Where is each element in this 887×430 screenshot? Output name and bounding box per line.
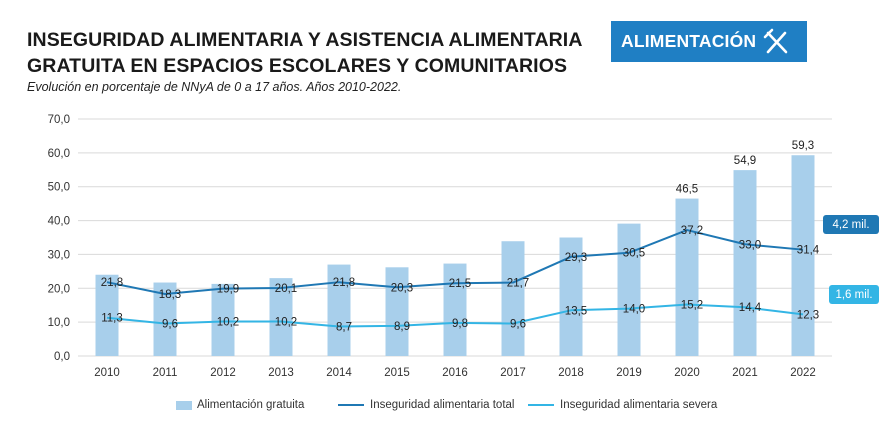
x-tick-label: 2011 xyxy=(153,367,178,379)
total-line-data-label: 21,5 xyxy=(449,278,471,290)
legend-item-bar: Alimentación gratuita xyxy=(176,399,304,411)
x-tick-label: 2021 xyxy=(732,367,758,379)
severe-line-data-label: 10,2 xyxy=(275,316,297,328)
bar xyxy=(617,223,641,356)
x-tick-label: 2017 xyxy=(500,367,526,379)
lines-layer xyxy=(106,229,804,328)
chart-canvas: 46,5 54,9 59,3 21,8 18,3 19,9 20,1 21,8 20,3 21,5… xyxy=(48,114,832,379)
bar xyxy=(791,155,815,356)
severe-line-data-label: 9,6 xyxy=(510,318,526,330)
total-line-data-label: 37,2 xyxy=(681,225,703,237)
severe-line-data-label: 8,7 xyxy=(336,322,352,334)
total-line-data-label: 33,0 xyxy=(739,239,761,251)
y-tick-label: 60,0 xyxy=(48,148,70,160)
severe-line-data-label: 13,5 xyxy=(565,305,587,317)
fork-knife-icon xyxy=(762,27,792,57)
x-tick-label: 2012 xyxy=(210,367,236,379)
legend-swatch-total xyxy=(338,404,364,406)
legend-item-severe: Inseguridad alimentaria severa xyxy=(528,399,717,411)
y-tick-label: 50,0 xyxy=(48,182,70,194)
severe-line-data-label: 9,6 xyxy=(162,318,178,330)
total-line-data-label: 20,1 xyxy=(275,283,297,295)
y-tick-label: 0,0 xyxy=(54,351,70,363)
severe-line-data-label: 14,4 xyxy=(739,302,762,314)
y-tick-label: 10,0 xyxy=(48,317,70,329)
y-tick-label: 30,0 xyxy=(48,249,70,261)
bar-data-label: 46,5 xyxy=(676,184,698,196)
bar xyxy=(385,267,409,356)
bar-data-label: 54,9 xyxy=(734,155,756,167)
total-line-data-label: 18,3 xyxy=(159,289,181,301)
category-badge: ALIMENTACIÓN xyxy=(611,21,807,62)
annotation-total-tag: 4,2 mil. xyxy=(823,215,879,234)
total-line-data-label: 20,3 xyxy=(391,282,413,294)
x-tick-label: 2022 xyxy=(790,367,816,379)
bar xyxy=(733,170,757,356)
total-line-data-label: 31,4 xyxy=(797,245,820,257)
bar xyxy=(95,274,119,356)
severe-line-data-label: 14,0 xyxy=(623,304,645,316)
y-tick-label: 40,0 xyxy=(48,216,70,228)
total-line-data-label: 29,3 xyxy=(565,252,587,264)
badge-label: ALIMENTACIÓN xyxy=(621,31,757,51)
legend-swatch-bar xyxy=(176,400,192,410)
bar xyxy=(269,278,293,356)
severe-line-data-label: 8,9 xyxy=(394,321,410,333)
chart-legend: Alimentación gratuita Inseguridad alimen… xyxy=(0,399,887,417)
x-tick-label: 2013 xyxy=(268,367,294,379)
x-tick-label: 2020 xyxy=(674,367,700,379)
annotation-severe-tag: 1,6 mil. xyxy=(829,285,879,304)
bar-data-label: 59,3 xyxy=(792,140,814,152)
title-line-2: GRATUITA EN ESPACIOS ESCOLARES Y COMUNIT… xyxy=(27,55,568,77)
chart-subtitle: Evolución en porcentaje de NNyA de 0 a 1… xyxy=(27,80,402,94)
x-tick-label: 2010 xyxy=(94,367,120,379)
chart-title: INSEGURIDAD ALIMENTARIA Y ASISTENCIA ALI… xyxy=(27,27,583,79)
severe-line-data-label: 9,8 xyxy=(452,318,468,330)
total-line-data-label: 21,8 xyxy=(333,277,355,289)
title-line-1: INSEGURIDAD ALIMENTARIA Y ASISTENCIA ALI… xyxy=(27,29,583,51)
y-tick-label: 20,0 xyxy=(48,283,70,295)
x-tick-label: 2016 xyxy=(442,367,468,379)
labels-layer: 46,5 54,9 59,3 21,8 18,3 19,9 20,1 21,8 20,3 21,5… xyxy=(101,140,820,333)
bar xyxy=(443,263,467,356)
x-tick-label: 2018 xyxy=(558,367,584,379)
bar xyxy=(153,282,177,356)
total-line-data-label: 30,5 xyxy=(623,248,645,260)
legend-item-total: Inseguridad alimentaria total xyxy=(338,399,514,411)
x-tick-label: 2019 xyxy=(616,367,642,379)
total-line xyxy=(106,229,804,296)
bar xyxy=(211,283,235,356)
severe-line-data-label: 10,2 xyxy=(217,316,239,328)
legend-label-severe: Inseguridad alimentaria severa xyxy=(560,399,718,411)
total-line-data-label: 21,8 xyxy=(101,277,123,289)
severe-line-data-label: 11,3 xyxy=(101,313,123,325)
x-tick-label: 2014 xyxy=(326,367,352,379)
y-tick-label: 70,0 xyxy=(48,114,70,126)
x-tick-label: 2015 xyxy=(384,367,410,379)
bar xyxy=(327,264,351,356)
legend-label-total: Inseguridad alimentaria total xyxy=(370,399,515,411)
severe-line-data-label: 15,2 xyxy=(681,300,703,312)
bar xyxy=(559,237,583,356)
legend-label-bar: Alimentación gratuita xyxy=(197,399,305,411)
bar xyxy=(675,198,699,356)
bar xyxy=(501,241,525,356)
bars-layer xyxy=(95,155,815,356)
severe-line-data-label: 12,3 xyxy=(797,309,819,321)
legend-swatch-severe xyxy=(528,404,554,406)
total-line-data-label: 19,9 xyxy=(217,284,239,296)
severe-line xyxy=(106,303,804,328)
axis-layer: 0,0 10,0 20,0 30,0 40,0 50,0 60,0 70,0 2010 2011 2… xyxy=(48,114,816,379)
total-line-data-label: 21,7 xyxy=(507,278,529,290)
